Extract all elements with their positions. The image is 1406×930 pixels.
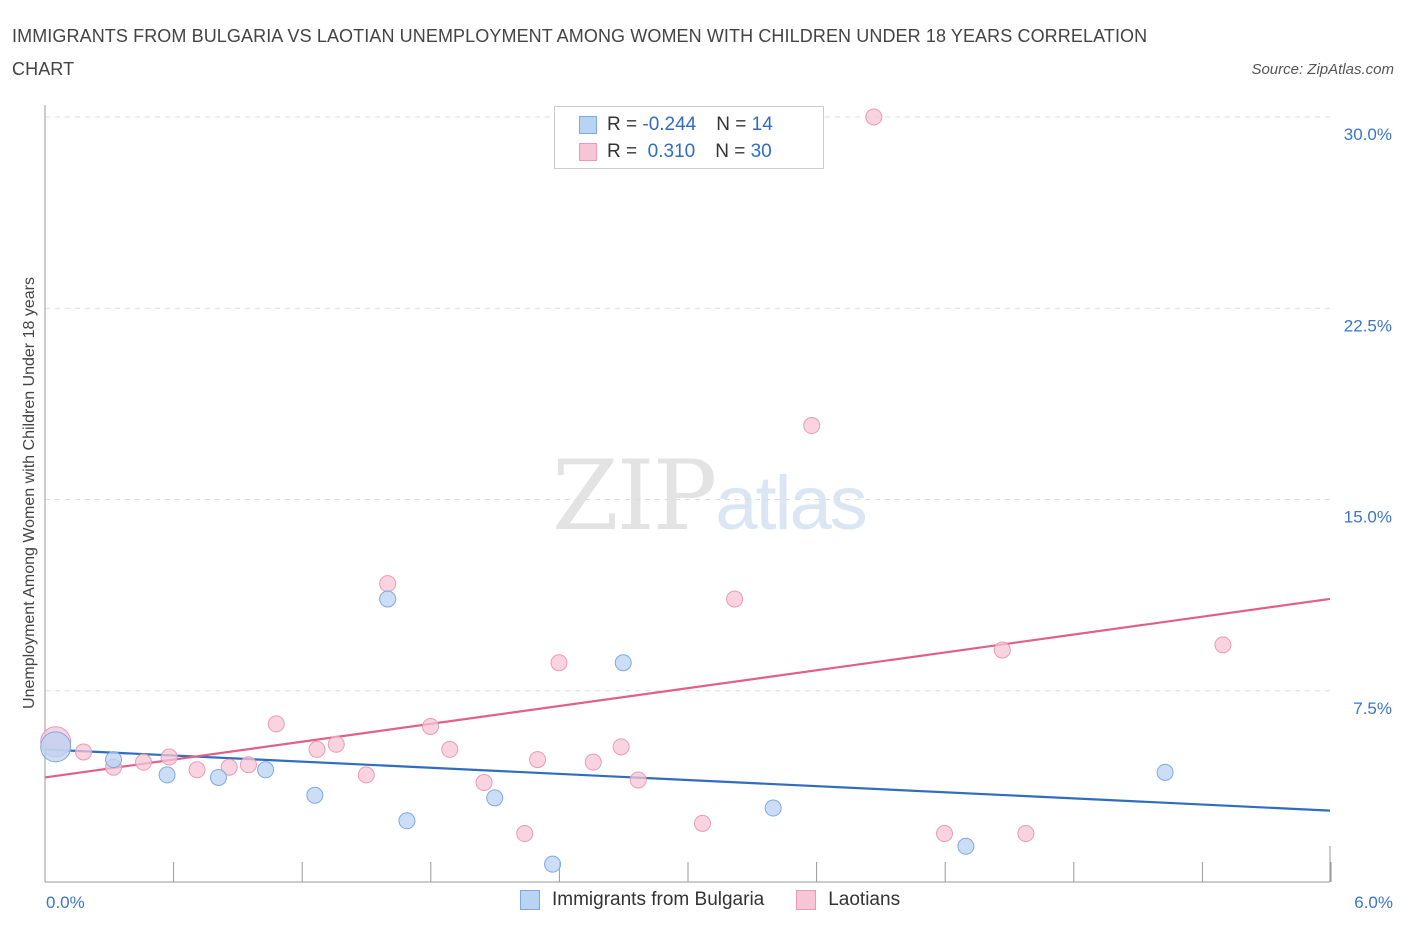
point-laotians [308, 740, 326, 758]
point-laotians [550, 654, 568, 672]
legend-r-value: 0.310 [642, 141, 696, 162]
point-laotians [379, 575, 397, 593]
point-bulgaria [544, 855, 562, 873]
point-laotians [239, 756, 257, 774]
point-bulgaria [257, 761, 275, 779]
point-laotians [865, 108, 883, 126]
point-bulgaria [398, 812, 416, 830]
trend-lines [44, 597, 1331, 812]
legend-swatch-blue [579, 116, 597, 134]
y-tick-label: 15.0% [1344, 508, 1392, 527]
point-laotians [516, 825, 534, 843]
legend-r-value: -0.244 [642, 114, 697, 135]
point-bulgaria [105, 751, 123, 769]
point-bulgaria [209, 768, 227, 786]
point-laotians [188, 761, 206, 779]
point-laotians [612, 738, 630, 756]
legend-n-value: 30 [750, 141, 772, 162]
trend-line-bulgaria [44, 748, 1331, 812]
point-bulgaria [957, 837, 975, 855]
legend-row-bulgaria: R = -0.244 N = 14 [579, 111, 773, 139]
legend-row-laotians: R = 0.310 N = 30 [579, 138, 772, 166]
legend-n-value: 14 [751, 114, 773, 135]
point-laotians [135, 753, 153, 771]
legend-n-label: N = [716, 114, 752, 135]
source-note: Source: ZipAtlas.com [1251, 61, 1394, 78]
point-bulgaria [486, 789, 504, 807]
legend-swatch-laotians [796, 890, 817, 910]
point-laotians [993, 641, 1011, 659]
watermark: ZIPatlas [552, 440, 868, 552]
point-laotians [629, 771, 647, 789]
y-axis-label: Unemployment Among Women with Children U… [21, 277, 38, 709]
watermark-zip: ZIP [552, 440, 717, 552]
point-laotians [1214, 636, 1232, 654]
point-laotians [267, 715, 285, 733]
legend-label-bulgaria: Immigrants from Bulgaria [552, 889, 765, 910]
point-laotians [327, 735, 345, 753]
point-laotians [584, 753, 602, 771]
grid-lines [45, 116, 1330, 692]
point-laotians [75, 743, 93, 761]
point-bulgaria [1156, 763, 1174, 781]
legend-n-label: N = [715, 141, 751, 162]
point-laotians [160, 748, 178, 766]
point-laotians [1017, 825, 1035, 843]
point-bulgaria [614, 654, 632, 672]
trend-line-laotians [44, 597, 1331, 779]
y-tick-label: 30.0% [1344, 125, 1392, 144]
chart-title: IMMIGRANTS FROM BULGARIA VS LAOTIAN UNEM… [12, 26, 1148, 79]
legend-swatch-bulgaria [520, 890, 540, 910]
point-laotians [726, 590, 744, 608]
y-tick-label: 22.5% [1344, 316, 1392, 335]
x-tick-label: 6.0% [1354, 893, 1393, 912]
correlation-legend: R = -0.244 N = 14 R = 0.310 N = 30 [554, 106, 824, 169]
y-tick-label: 7.5% [1353, 699, 1392, 718]
series-legend: Immigrants from Bulgaria Laotians [520, 889, 932, 911]
legend-item-laotians: Laotians [796, 889, 900, 911]
legend-r-label: R = [607, 141, 643, 162]
point-laotians [803, 417, 821, 435]
point-bulgaria [379, 590, 397, 608]
point-laotians [529, 751, 547, 769]
point-bulgaria [764, 799, 782, 817]
tick-labels: 7.5% 15.0% 22.5% 30.0% 0.0% 6.0% [46, 125, 1393, 912]
point-laotians [220, 758, 238, 776]
legend-r-label: R = [607, 114, 643, 135]
point-bulgaria [306, 786, 324, 804]
legend-item-bulgaria: Immigrants from Bulgaria [520, 889, 764, 911]
point-laotians [441, 740, 459, 758]
data-points [40, 108, 1232, 873]
point-laotians [475, 774, 493, 792]
x-tick-label: 0.0% [46, 893, 85, 912]
point-laotians [357, 766, 375, 784]
legend-swatch-pink [579, 143, 597, 161]
point-bulgaria [40, 731, 72, 763]
axes [44, 105, 1332, 883]
point-laotians [936, 825, 953, 843]
watermark-atlas: atlas [715, 461, 868, 546]
point-laotians [422, 717, 439, 735]
point-bulgaria [158, 766, 176, 784]
legend-label-laotians: Laotians [828, 889, 901, 910]
point-laotians [693, 814, 711, 832]
